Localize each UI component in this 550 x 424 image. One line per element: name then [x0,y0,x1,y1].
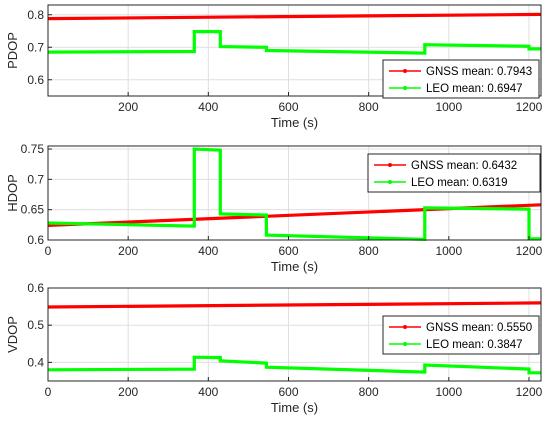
legend: GNSS mean: 0.7943 LEO mean: 0.6947 [382,59,540,99]
x-tick-label: 200 [118,385,138,399]
x-tick-label: 800 [359,244,379,258]
y-axis-label: VDOP [5,316,20,353]
legend-label: GNSS mean: 0.6432 [411,160,517,172]
y-tick-label: 0.6 [27,281,44,295]
axes-box [47,287,542,382]
legend-box [367,153,541,193]
y-axis-label: HDOP [5,174,20,212]
legend-swatch-marker [403,69,407,73]
legend: GNSS mean: 0.6432 LEO mean: 0.6319 [367,153,541,193]
y-axis-label: PDOP [5,32,20,69]
x-tick-label: 1000 [435,244,462,258]
x-tick-label: 400 [198,385,218,399]
series-line-leo [47,355,541,375]
legend-box [382,59,540,99]
legend-swatch-marker [388,180,392,184]
legend-entry-leo: LEO mean: 0.6319 [374,177,508,189]
x-tick-label: 600 [278,244,298,258]
subplot-vdop: 0 200 400 600 800 1000 1200 0.4 0.5 0.6 Time (s) VD… [5,281,543,415]
subplot-pdop: 200 400 600 800 1000 1200 0.6 0.7 0.8 Time (s) PDO… [5,4,543,130]
y-tick-label: 0.7 [27,172,44,186]
x-tick-label: 1200 [516,385,543,399]
legend: GNSS mean: 0.5550 LEO mean: 0.3847 [382,315,540,355]
legend-label: GNSS mean: 0.5550 [426,322,532,334]
legend-entry-gnss: GNSS mean: 0.7943 [389,66,532,78]
series-line-leo [47,30,541,55]
y-tick-label: 0.6 [27,73,44,87]
legend-entry-leo: LEO mean: 0.6947 [389,83,523,95]
y-tick-label: 0.65 [21,203,45,217]
series-line-leo [47,147,541,242]
x-tick-label: 200 [118,244,138,258]
x-tick-label: 400 [198,244,218,258]
series-line-gnss [47,301,542,309]
legend-entry-gnss: GNSS mean: 0.6432 [374,160,517,172]
y-tick-label: 0.4 [27,355,44,369]
x-tick-label: 200 [118,100,138,114]
legend-swatch-marker [403,86,407,90]
legend-entry-leo: LEO mean: 0.3847 [389,339,523,351]
x-tick-label: 1200 [516,100,543,114]
y-tick-label: 0.6 [27,233,44,247]
legend-swatch-marker [403,342,407,346]
x-tick-label: 600 [278,385,298,399]
x-tick-label: 1200 [516,244,543,258]
x-tick-label: 800 [359,385,379,399]
legend-label: LEO mean: 0.6319 [411,177,508,189]
x-tick-label: 0 [45,244,52,258]
x-axis-label: Time (s) [271,400,318,415]
x-tick-label: 400 [198,100,218,114]
subplot-hdop: 0 200 400 600 800 1000 1200 0.6 0.65 0.7 0.75 Time … [5,142,543,274]
legend-entry-gnss: GNSS mean: 0.5550 [389,322,532,334]
y-tick-label: 0.7 [27,40,44,54]
legend-swatch-marker [388,163,392,167]
legend-label: LEO mean: 0.6947 [426,83,523,95]
x-axis-label: Time (s) [271,259,318,274]
x-tick-label: 1000 [435,100,462,114]
y-tick-label: 0.75 [21,142,45,156]
legend-box [382,315,540,355]
legend-label: GNSS mean: 0.7943 [426,66,532,78]
series-line-gnss [47,12,542,21]
legend-label: LEO mean: 0.3847 [426,339,523,351]
x-axis-label: Time (s) [271,115,318,130]
y-tick-label: 0.8 [27,8,44,22]
legend-swatch-marker [403,325,407,329]
axes-box [47,4,542,97]
x-tick-label: 800 [359,100,379,114]
axes-box [47,145,542,241]
y-tick-label: 0.5 [27,318,44,332]
x-tick-label: 600 [278,100,298,114]
x-tick-label: 0 [45,385,52,399]
x-tick-label: 1000 [435,385,462,399]
